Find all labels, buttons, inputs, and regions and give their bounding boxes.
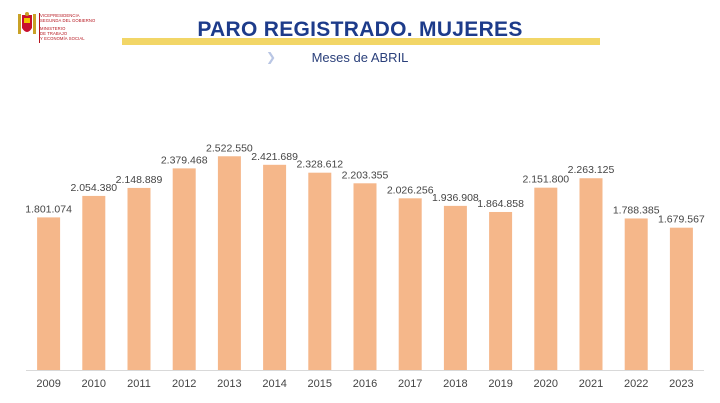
x-tick-label-2020: 2020	[534, 378, 558, 390]
bar-2012	[172, 168, 196, 370]
coat-of-arms-icon	[18, 12, 36, 38]
x-tick-label-2023: 2023	[669, 378, 693, 390]
x-tick-label-2022: 2022	[624, 378, 648, 390]
chevron-right-icon: ❯	[266, 50, 277, 64]
value-label-2017: 2.026.256	[387, 184, 434, 196]
x-tick-label-2018: 2018	[443, 378, 467, 390]
bar-2018	[443, 205, 467, 370]
bar-2020	[534, 187, 558, 370]
bar-2013	[217, 156, 241, 370]
bar-2009	[37, 217, 61, 370]
x-tick-label-2010: 2010	[82, 378, 106, 390]
value-label-2020: 2.151.800	[522, 174, 569, 186]
x-tick-label-2012: 2012	[172, 378, 196, 390]
value-label-2011: 2.148.889	[116, 174, 163, 186]
value-label-2018: 1.936.908	[432, 192, 479, 204]
value-label-2013: 2.522.550	[206, 142, 253, 154]
x-tick-label-2014: 2014	[262, 378, 286, 390]
chart-title: PARO REGISTRADO. MUJERES	[197, 18, 523, 41]
bar-2015	[308, 172, 332, 370]
value-label-2016: 2.203.355	[342, 169, 389, 181]
bar-2017	[398, 198, 422, 370]
bar-2014	[263, 164, 287, 370]
x-tick-label-2021: 2021	[579, 378, 603, 390]
x-tick-label-2019: 2019	[488, 378, 512, 390]
title-underline-bar	[122, 38, 600, 45]
bar-2023	[669, 227, 693, 370]
bar-2010	[82, 195, 106, 370]
x-tick-label-2017: 2017	[398, 378, 422, 390]
x-tick-label-2013: 2013	[217, 378, 241, 390]
value-label-2022: 1.788.385	[613, 204, 660, 216]
value-label-2015: 2.328.612	[296, 159, 343, 171]
value-label-2012: 2.379.468	[161, 154, 208, 166]
bar-2011	[127, 187, 151, 370]
government-logo: VICEPRESIDENCIA SEGUNDA DEL GOBIERNO MIN…	[16, 8, 106, 48]
value-label-2021: 2.263.125	[568, 164, 615, 176]
logo-divider	[39, 13, 40, 43]
chart-subtitle: Meses de ABRIL	[311, 50, 409, 65]
bar-2019	[489, 211, 513, 370]
value-label-2009: 1.801.074	[25, 203, 72, 215]
x-tick-label-2016: 2016	[353, 378, 377, 390]
value-label-2019: 1.864.858	[477, 198, 524, 210]
bar-2021	[579, 178, 603, 370]
bar-2022	[624, 218, 648, 370]
x-tick-label-2011: 2011	[127, 378, 151, 390]
bar-2016	[353, 183, 377, 370]
x-tick-label-2015: 2015	[308, 378, 332, 390]
value-label-2023: 1.679.567	[658, 214, 705, 226]
value-label-2014: 2.421.689	[251, 151, 298, 163]
value-label-2010: 2.054.380	[70, 182, 117, 194]
x-tick-label-2009: 2009	[36, 378, 60, 390]
logo-text: VICEPRESIDENCIA SEGUNDA DEL GOBIERNO MIN…	[40, 13, 96, 41]
